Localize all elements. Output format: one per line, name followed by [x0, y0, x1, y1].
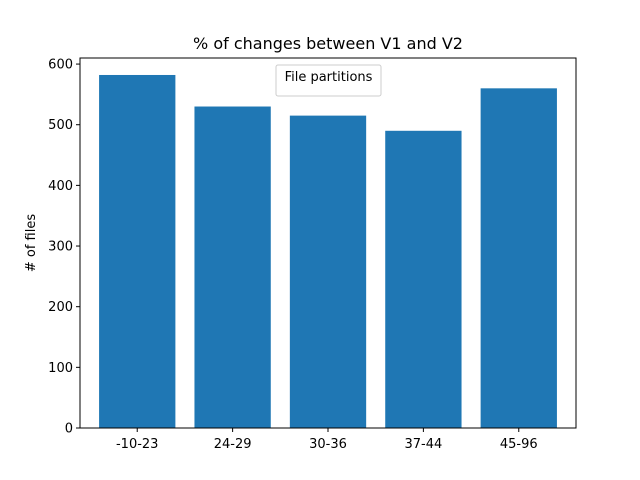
y-tick-label-2: 200: [48, 300, 73, 315]
legend-title: File partitions: [285, 70, 373, 85]
bar-1: [194, 106, 271, 429]
bar-0: [99, 74, 176, 428]
y-axis-title: # of files: [24, 214, 39, 272]
x-axis-ticks: -10-23 24-29 30-36 37-44 45-96: [116, 428, 538, 452]
x-tick-label-1: 24-29: [214, 437, 252, 452]
y-tick-label-4: 400: [48, 179, 73, 194]
chart-title: % of changes between V1 and V2: [193, 34, 463, 53]
y-tick-label-5: 500: [48, 118, 73, 133]
x-tick-label-0: -10-23: [116, 437, 158, 452]
legend-box: [275, 64, 382, 97]
bar-3: [385, 130, 462, 429]
y-tick-label-3: 300: [48, 240, 73, 255]
plot-area: 0 100 200 300 400 500 600 -10-23 24-29 30-36 37-4…: [48, 57, 577, 452]
x-tick-label-4: 45-96: [500, 437, 538, 452]
x-tick-label-3: 37-44: [404, 437, 442, 452]
y-tick-label-0: 0: [65, 422, 73, 437]
bar-2: [289, 115, 367, 429]
y-tick-label-6: 600: [48, 58, 73, 73]
bar-4: [480, 88, 557, 428]
bars-group: [99, 74, 557, 429]
y-axis-ticks: 0 100 200 300 400 500 600: [48, 58, 80, 437]
y-tick-label-1: 100: [48, 361, 73, 376]
legend: File partitions: [275, 64, 382, 97]
x-tick-label-2: 30-36: [309, 437, 347, 452]
